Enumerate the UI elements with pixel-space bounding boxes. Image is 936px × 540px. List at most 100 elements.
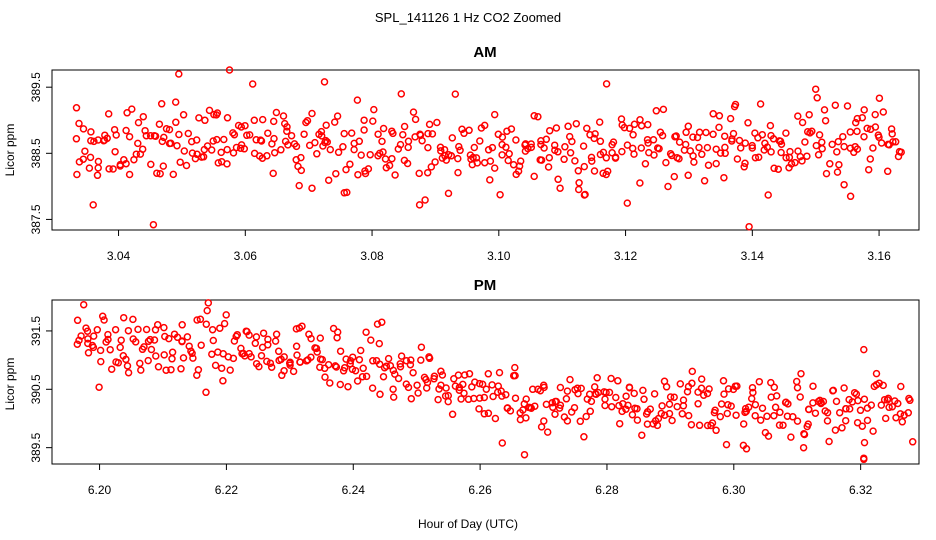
am-data-point <box>423 168 432 177</box>
am-data-point <box>104 110 113 118</box>
pm-data-point <box>684 411 693 420</box>
pm-data-point <box>842 405 850 413</box>
pm-data-point <box>307 353 315 361</box>
am-data-point <box>454 154 462 163</box>
am-data-point <box>843 102 852 110</box>
am-data-point <box>590 167 599 175</box>
am-data-point <box>502 143 510 151</box>
am-plot-frame <box>51 69 920 231</box>
pm-data-point <box>789 413 797 421</box>
am-data-point <box>728 137 736 145</box>
pm-data-point <box>216 324 224 332</box>
am-data-point <box>207 146 216 154</box>
am-data-point <box>709 130 717 139</box>
am-data-point <box>444 189 453 198</box>
am-data-point <box>566 149 575 157</box>
am-data-point <box>814 151 823 159</box>
pm-data-point <box>722 440 731 449</box>
pm-data-point <box>96 346 105 355</box>
am-data-point <box>675 138 684 146</box>
am-data-point <box>839 132 847 141</box>
am-data-point <box>270 134 278 143</box>
am-data-point <box>590 134 598 143</box>
am-data-point <box>712 145 720 153</box>
am-data-point <box>153 169 161 177</box>
pm-data-point <box>601 395 609 403</box>
pm-data-point <box>673 402 681 411</box>
pm-y-tick-label: 391.5 <box>29 316 43 346</box>
pm-data-point <box>574 389 582 398</box>
am-data-point <box>173 141 181 150</box>
am-data-point <box>297 166 306 175</box>
pm-data-point <box>520 450 529 459</box>
am-data-point <box>248 80 257 88</box>
am-data-point <box>636 179 644 187</box>
pm-data-point <box>506 407 515 415</box>
am-data-point <box>720 173 728 182</box>
am-data-point <box>323 138 332 146</box>
am-data-point <box>448 134 457 142</box>
pm-data-point <box>73 340 82 348</box>
pm-data-point <box>819 397 828 406</box>
pm-data-point <box>542 400 551 409</box>
am-data-point <box>803 152 811 160</box>
pm-data-point <box>482 385 491 393</box>
pm-data-point <box>448 410 457 419</box>
pm-data-point <box>796 393 804 401</box>
pm-data-point <box>79 300 88 309</box>
am-data-point <box>812 141 821 150</box>
pm-data-point <box>892 413 900 422</box>
pm-data-point <box>402 356 411 365</box>
pm-data-point <box>318 355 327 364</box>
pm-data-point <box>835 408 844 417</box>
pm-data-point <box>488 381 496 389</box>
am-data-point <box>682 128 690 137</box>
pm-data-point <box>650 390 659 398</box>
am-data-point <box>505 150 513 158</box>
pm-panel: PM Licor ppm 6.20 6.22 6.24 6.26 6.28 6.30 6.3… <box>3 277 920 497</box>
am-data-point <box>454 168 462 177</box>
pm-data-point <box>183 333 192 341</box>
am-data-point <box>342 165 350 174</box>
pm-data-point <box>540 383 548 392</box>
pm-data-point <box>194 366 203 374</box>
pm-data-point <box>389 385 397 393</box>
pm-data-point <box>897 382 905 391</box>
am-data-point <box>537 156 546 164</box>
pm-data-point <box>465 370 474 378</box>
pm-data-point <box>336 380 345 389</box>
am-data-point <box>455 142 463 151</box>
pm-data-point <box>491 414 500 423</box>
pm-data-point <box>630 389 638 398</box>
pm-data-point <box>289 367 298 376</box>
pm-data-point <box>622 392 630 400</box>
pm-data-point <box>106 345 114 354</box>
pm-data-point <box>749 388 757 397</box>
am-data-point <box>223 160 231 168</box>
am-data-point <box>415 169 423 178</box>
am-data-point <box>297 153 305 162</box>
am-data-point <box>741 159 749 168</box>
am-data-point <box>818 138 826 146</box>
am-data-point <box>787 160 796 168</box>
pm-data-point <box>733 382 741 390</box>
pm-data-point <box>601 401 609 410</box>
pm-data-point <box>829 386 838 395</box>
am-data-point <box>774 165 783 173</box>
am-panel: AM Licor ppm 3.04 3.06 3.08 3.10 3.12 3.14 3.1… <box>3 44 920 263</box>
am-data-point <box>736 144 745 152</box>
am-data-point <box>209 137 217 145</box>
am-data-point <box>360 126 368 134</box>
pm-data-point <box>259 329 268 337</box>
pm-data-point <box>422 375 430 384</box>
pm-data-point <box>264 335 272 344</box>
am-data-point <box>217 148 225 157</box>
pm-axes: 6.20 6.22 6.24 6.26 6.28 6.30 6.32 389.5 390.5 39… <box>29 316 873 497</box>
pm-data-point <box>756 416 765 424</box>
am-data-point <box>748 144 757 152</box>
am-data-point <box>147 160 155 169</box>
am-data-point <box>322 121 330 129</box>
pm-data-point <box>792 377 801 386</box>
am-data-point <box>498 133 507 141</box>
pm-data-point <box>336 347 345 355</box>
